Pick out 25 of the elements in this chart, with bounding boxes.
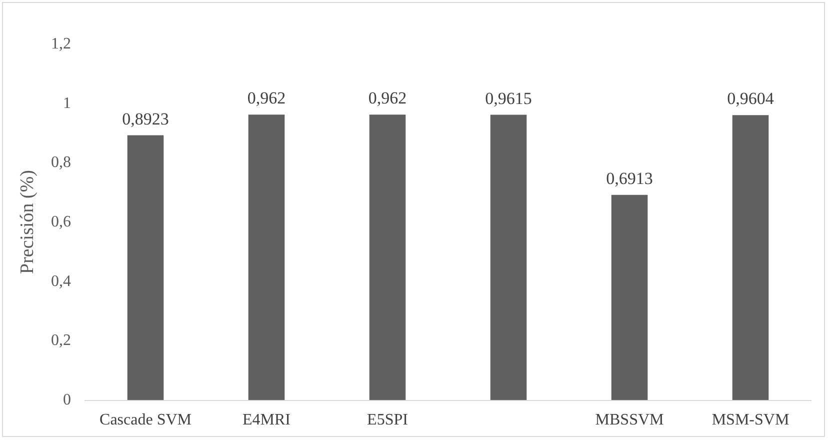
bar <box>490 114 527 400</box>
bar <box>127 135 164 400</box>
y-tick-label: 0 <box>63 392 71 408</box>
bar <box>611 194 648 400</box>
data-label: 0,9604 <box>727 89 774 108</box>
data-label: 0,962 <box>247 88 286 108</box>
data-label: 0,962 <box>368 88 407 108</box>
x-tick-label: MBSSVM <box>595 412 664 428</box>
y-tick-label: 0,2 <box>51 332 71 350</box>
x-tick-label: E5SPI <box>367 412 408 428</box>
y-tick-label: 1 <box>63 94 71 112</box>
bar <box>369 114 406 400</box>
data-label: 0,8923 <box>122 109 169 128</box>
data-label: 0,6913 <box>606 168 653 188</box>
x-tick-label: Cascade SVM <box>100 412 192 428</box>
data-label: 0,9615 <box>485 88 532 108</box>
y-tick-label: 0,8 <box>51 154 71 172</box>
bar <box>248 114 285 400</box>
y-tick-label: 0,4 <box>51 272 71 290</box>
y-tick-label: 1,2 <box>51 36 71 52</box>
y-tick-label: 0,6 <box>51 214 71 230</box>
x-tick-label: MSM-SVM <box>712 412 790 428</box>
y-axis-title: Precisión (%) <box>17 170 38 274</box>
x-tick-label: E4MRI <box>242 412 290 428</box>
bar <box>732 115 769 400</box>
